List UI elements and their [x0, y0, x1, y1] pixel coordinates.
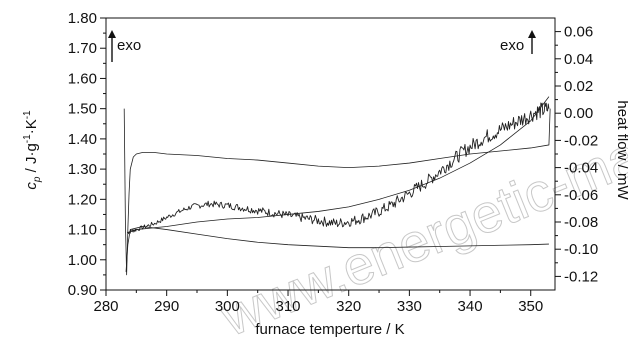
- y-right-tick-label: 0.00: [564, 105, 593, 122]
- y-left-tick-label: 1.00: [68, 252, 97, 269]
- x-axis-title: furnace temperture / K: [255, 321, 404, 338]
- y-right-tick-label: 0.06: [564, 24, 593, 41]
- y-left-tick-label: 1.50: [68, 101, 97, 118]
- series-line-4: [126, 102, 550, 235]
- exo-annotation-left: exo: [108, 30, 141, 62]
- y-left-tick-label: 1.30: [68, 161, 97, 178]
- x-tick-label: 350: [518, 298, 543, 315]
- exo-label-left: exo: [117, 37, 141, 54]
- y-left-tick-label: 1.60: [68, 70, 97, 87]
- y-right-tick-label: 0.04: [564, 51, 593, 68]
- y-right-tick-label: -0.02: [564, 132, 598, 149]
- series-line-3: [127, 96, 550, 233]
- x-tick-label: 310: [276, 298, 301, 315]
- y-right-tick-label: 0.02: [564, 78, 593, 95]
- x-tick-label: 330: [397, 298, 422, 315]
- y-left-tick-label: 1.80: [68, 10, 97, 27]
- series-layer: [123, 96, 551, 276]
- y-left-tick-label: 1.70: [68, 40, 97, 57]
- x-tick-label: 290: [154, 298, 179, 315]
- x-tick-label: 280: [93, 298, 118, 315]
- y-axis-left: 0.90 1.00 1.10 1.20 1.30 1.40 1.50 1.60 1.70 1.80: [68, 10, 106, 299]
- x-tick-label: 340: [458, 298, 483, 315]
- y-axis-right: -0.12 -0.10 -0.08 -0.06 -0.04 -0.02 0.00 0.02 0.…: [555, 24, 598, 285]
- y-right-tick-label: -0.08: [564, 214, 598, 231]
- series-line-1: [123, 108, 551, 276]
- y-right-tick-label: -0.06: [564, 187, 598, 204]
- y-axis-left-title: cp / J·g-1·K-1: [22, 110, 43, 190]
- y-right-tick-label: -0.12: [564, 268, 598, 285]
- y-left-tick-label: 1.10: [68, 222, 97, 239]
- y-left-tick-label: 0.90: [68, 282, 97, 299]
- y-axis-right-title: heat flow / mW: [614, 100, 628, 200]
- x-axis: 280 290 300 310 320 330 340 350: [93, 290, 543, 315]
- exo-annotation-right: exo: [500, 30, 536, 54]
- y-left-tick-label: 1.40: [68, 131, 97, 148]
- y-left-tick-label: 1.20: [68, 191, 97, 208]
- y-right-tick-label: -0.10: [564, 241, 598, 258]
- x-tick-label: 300: [215, 298, 240, 315]
- y-right-tick-label: -0.04: [564, 160, 598, 177]
- exo-label-right: exo: [500, 37, 524, 54]
- x-tick-label: 320: [336, 298, 361, 315]
